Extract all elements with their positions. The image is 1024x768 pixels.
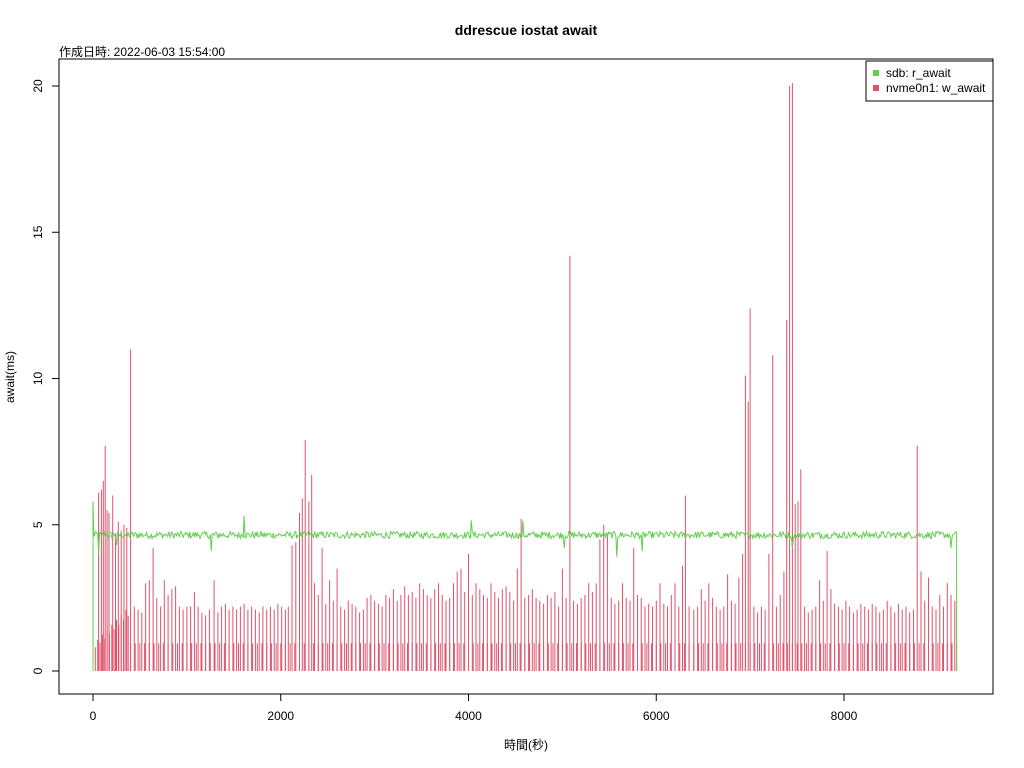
chart-subtitle: 作成日時: 2022-06-03 15:54:00 bbox=[59, 45, 225, 59]
x-tick-label: 2000 bbox=[267, 709, 294, 723]
plot-frame bbox=[58, 58, 994, 695]
x-tick-label: 4000 bbox=[455, 709, 482, 723]
legend-box bbox=[865, 60, 994, 102]
y-axis-label: await(ms) bbox=[3, 351, 17, 403]
legend-swatch-nvme bbox=[873, 85, 879, 91]
series-nvme-spikes bbox=[98, 83, 956, 671]
x-tick-label: 8000 bbox=[831, 709, 858, 723]
y-tick-label: 0 bbox=[31, 667, 45, 674]
legend-label-sdb: sdb: r_await bbox=[886, 66, 951, 80]
y-tick-label: 5 bbox=[31, 521, 45, 528]
x-tick-label: 0 bbox=[90, 709, 97, 723]
legend: sdb: r_await nvme0n1: w_await bbox=[865, 60, 994, 102]
x-axis: 0 2000 4000 6000 8000 bbox=[90, 693, 858, 723]
plot-area bbox=[92, 83, 958, 671]
y-tick-label: 10 bbox=[31, 372, 45, 386]
legend-swatch-sdb bbox=[873, 70, 879, 76]
y-tick-label: 20 bbox=[31, 79, 45, 93]
chart-title: ddrescue iostat await bbox=[455, 22, 598, 38]
series-sdb-line bbox=[92, 501, 958, 671]
legend-label-nvme: nvme0n1: w_await bbox=[886, 81, 986, 95]
y-axis: 0 5 10 15 20 bbox=[31, 79, 60, 674]
y-tick-label: 15 bbox=[31, 225, 45, 239]
x-axis-label: 時間(秒) bbox=[504, 738, 548, 752]
x-tick-label: 6000 bbox=[643, 709, 670, 723]
